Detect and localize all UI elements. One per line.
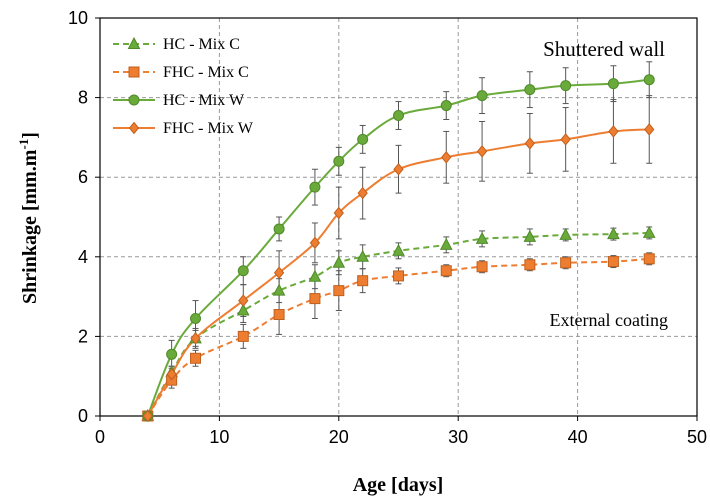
plot-frame	[99, 17, 698, 417]
data-point	[237, 265, 249, 277]
data-point	[524, 259, 536, 271]
data-point	[238, 294, 249, 307]
data-point	[273, 223, 285, 235]
legend: HC - Mix C FHC - Mix C HC - Mix W FHC - Mix…	[113, 36, 254, 137]
x-tick-label: 0	[95, 427, 105, 447]
data-point	[440, 100, 452, 112]
data-point	[237, 330, 249, 342]
data-point	[357, 133, 369, 145]
data-point	[357, 275, 369, 287]
annotation-shuttered-wall: Shuttered wall	[543, 37, 665, 61]
legend-marker	[128, 66, 140, 78]
y-tick-label: 10	[68, 8, 88, 28]
data-point	[476, 261, 488, 273]
data-point	[356, 249, 370, 262]
data-point	[560, 80, 572, 92]
data-point	[309, 236, 321, 250]
y-tick-label: 2	[78, 326, 88, 346]
data-point	[357, 186, 368, 200]
legend-marker	[127, 36, 141, 49]
data-point	[308, 269, 322, 282]
legend-label: HC - Mix W	[163, 92, 245, 109]
y-tick-label: 0	[78, 406, 88, 426]
data-point	[333, 206, 344, 220]
x-tick-label: 20	[329, 427, 349, 447]
y-axis-title: Shrinkage [mm.m-1]	[16, 132, 41, 304]
data-point	[166, 367, 177, 381]
x-tick-label: 10	[209, 427, 229, 447]
data-point	[523, 229, 537, 242]
y-axis-title-superscript: -1	[16, 139, 31, 150]
data-point	[309, 181, 321, 193]
data-point	[190, 352, 202, 364]
y-tick-label: 8	[78, 88, 88, 108]
data-point	[560, 133, 571, 146]
data-point	[142, 409, 153, 423]
legend-marker	[128, 121, 140, 135]
axis-ticks: 0 10 20 30 40 50 0 2 4 6 8 10	[68, 8, 707, 447]
legend-label: FHC - Mix W	[163, 120, 254, 137]
data-point	[439, 237, 453, 250]
data-point	[190, 312, 202, 324]
data-point	[643, 253, 655, 265]
data-point	[333, 155, 345, 167]
legend-marker	[128, 94, 140, 106]
series-markers	[141, 74, 656, 423]
data-point	[476, 90, 488, 102]
data-point	[524, 84, 536, 96]
data-point	[607, 227, 620, 240]
series-line-1	[146, 231, 650, 417]
data-point	[236, 303, 250, 316]
data-point	[273, 309, 285, 321]
data-point	[643, 74, 655, 86]
y-tick-label: 4	[78, 247, 88, 267]
data-point	[332, 255, 346, 268]
x-tick-label: 40	[568, 427, 588, 447]
y-axis-title-end: ]	[19, 132, 41, 139]
annotation-external-coating: External coating	[550, 310, 668, 330]
data-point	[166, 348, 178, 360]
data-point	[309, 293, 321, 305]
data-point	[476, 145, 488, 158]
data-point	[559, 227, 572, 240]
data-point	[190, 332, 201, 345]
x-tick-label: 50	[687, 427, 707, 447]
data-point	[393, 162, 404, 176]
data-point	[272, 283, 286, 296]
data-point	[644, 123, 655, 136]
data-point	[608, 125, 619, 138]
data-point	[440, 265, 452, 277]
data-point	[333, 285, 345, 297]
data-point	[607, 78, 619, 90]
data-point	[441, 151, 452, 164]
data-point	[273, 266, 285, 280]
data-point	[642, 225, 656, 238]
legend-label: HC - Mix C	[163, 36, 240, 53]
y-axis-title-main: Shrinkage [mm.m	[19, 149, 41, 304]
data-point	[475, 231, 489, 244]
data-point	[393, 270, 404, 282]
y-tick-label: 6	[78, 167, 88, 187]
legend-label: FHC - Mix C	[163, 64, 249, 81]
data-point	[607, 256, 619, 268]
data-point	[524, 137, 535, 150]
data-point	[393, 110, 404, 122]
data-point	[560, 257, 572, 269]
plot-border	[99, 17, 698, 417]
data-point	[392, 243, 405, 256]
x-axis-title: Age [days]	[353, 474, 444, 496]
x-tick-label: 30	[448, 427, 468, 447]
